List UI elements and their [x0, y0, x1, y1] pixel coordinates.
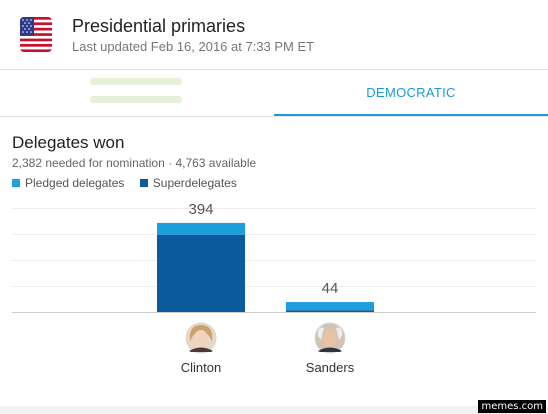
candidate-name-sanders: Sanders: [306, 360, 355, 375]
tabs-divider: [0, 116, 548, 117]
candidate-name-clinton: Clinton: [181, 360, 221, 375]
party-tabs: DEMOCRATIC: [0, 70, 548, 116]
legend-label-super: Superdelegates: [152, 176, 237, 190]
bar-clinton-superdelegates: [157, 234, 245, 312]
tab-democratic[interactable]: DEMOCRATIC: [366, 85, 456, 100]
delegates-bar-chart: 394 Clinton 44 Sanders: [12, 201, 536, 375]
bottom-bar: [0, 406, 548, 414]
header: Presidential primaries Last updated Feb …: [0, 0, 548, 70]
legend-swatch-super: [139, 179, 148, 187]
legend-swatch-pledged: [12, 179, 20, 187]
clinton-avatar: [185, 322, 217, 354]
bar-clinton-pledged: [157, 222, 245, 235]
sanders-avatar: [314, 322, 346, 354]
section-title: Delegates won: [12, 133, 125, 152]
active-tab-indicator: [274, 114, 548, 117]
bar-sanders-pledged: [286, 302, 374, 311]
bar-sanders-superdelegates: [286, 310, 374, 312]
bar-label-clinton: 394: [188, 201, 213, 218]
header-divider: [0, 69, 548, 70]
faded-tab-label: [90, 78, 182, 103]
legend-super: Superdelegates: [139, 176, 237, 190]
section-subtitle: 2,382 needed for nomination · 4,763 avai…: [12, 156, 257, 170]
watermark: memes.com: [478, 400, 546, 413]
bar-label-sanders: 44: [322, 280, 339, 297]
last-updated: Last updated Feb 16, 2016 at 7:33 PM ET: [72, 39, 315, 54]
legend-label-pledged: Pledged delegates: [25, 176, 125, 190]
chart-legend: Pledged delegates Superdelegates: [12, 176, 249, 192]
tab-republican[interactable]: [0, 70, 274, 116]
page-title: Presidential primaries: [72, 16, 246, 36]
legend-pledged: Pledged delegates: [12, 176, 124, 190]
us-flag-icon: [20, 17, 52, 52]
